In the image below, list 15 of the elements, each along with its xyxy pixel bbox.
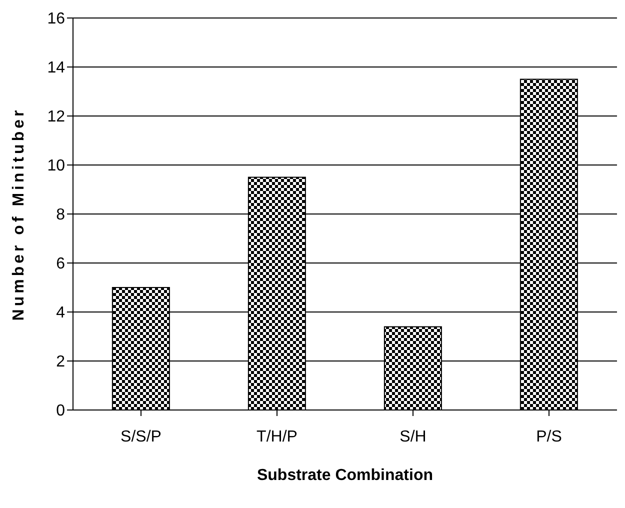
y-tick-label: 10 (47, 158, 66, 175)
y-tick-label: 12 (47, 108, 66, 126)
x-tick-label: S/S/P (120, 428, 162, 446)
y-tick-label: 4 (56, 304, 66, 322)
x-axis-title: Substrate Combination (256, 467, 434, 484)
y-tick-label: 14 (47, 60, 66, 77)
y-axis-title: Number of Minituber (10, 107, 28, 321)
y-tick-label: 16 (47, 10, 66, 28)
y-tick-label: 0 (56, 402, 66, 420)
x-tick-label: T/H/P (256, 428, 298, 446)
x-tick-label: P/S (536, 428, 562, 446)
y-tick-label: 6 (56, 256, 66, 273)
y-tick-label: 8 (56, 206, 66, 224)
x-tick-label: S/H (400, 428, 426, 446)
y-tick-label: 2 (56, 354, 66, 371)
